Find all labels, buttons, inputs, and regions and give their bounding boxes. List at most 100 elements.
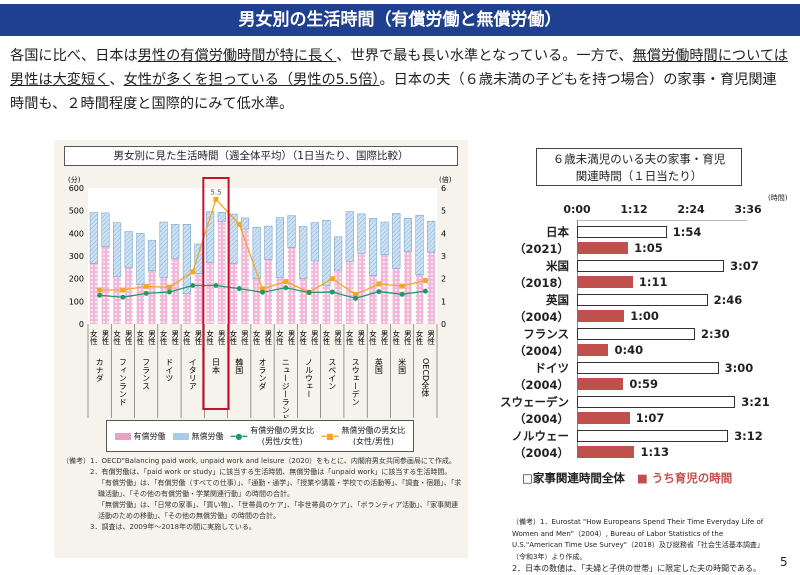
country-row: 米国 （2018） 3:07 1:11 bbox=[490, 258, 790, 290]
paid-bar bbox=[90, 263, 98, 324]
paid-bar bbox=[148, 270, 156, 324]
sex-label: 男性 bbox=[310, 330, 319, 346]
sex-label: 男性 bbox=[194, 330, 203, 346]
sex-label: 女性 bbox=[252, 329, 261, 346]
unpaid-ratio-point bbox=[236, 221, 242, 227]
paid-ratio-point bbox=[422, 288, 428, 294]
y2-tick: 3 bbox=[441, 252, 446, 261]
paid-bar bbox=[369, 275, 377, 324]
survey-year: （2021） bbox=[513, 242, 569, 256]
total-label: 3:07 bbox=[730, 259, 759, 273]
legend-paid: 有償労働 bbox=[114, 431, 166, 442]
sex-label: 男性 bbox=[101, 330, 110, 346]
unpaid-bar bbox=[310, 222, 319, 262]
unpaid-ratio-point bbox=[329, 276, 335, 282]
paid-ratio-point bbox=[97, 292, 103, 298]
y2-tick: 5 bbox=[441, 207, 446, 216]
unpaid-bar bbox=[334, 236, 343, 271]
sex-label: 女性 bbox=[392, 329, 401, 346]
total-label: 3:00 bbox=[724, 361, 754, 375]
total-bar bbox=[577, 260, 725, 272]
unpaid-bar bbox=[89, 212, 98, 264]
unpaid-bar bbox=[252, 226, 261, 279]
green-line-icon: ━●━ bbox=[230, 431, 248, 441]
unpaid-bar bbox=[101, 212, 110, 247]
unpaid-bar bbox=[427, 221, 436, 253]
survey-year: （2004） bbox=[513, 378, 569, 392]
country-label: ニュージーランド bbox=[281, 358, 290, 418]
y-tick: 500 bbox=[69, 207, 84, 216]
paid-ratio-point bbox=[283, 285, 289, 291]
unpaid-ratio-point bbox=[190, 269, 196, 275]
legend-child: ■ うち育児の時間 bbox=[637, 470, 732, 486]
child-bar bbox=[577, 446, 635, 458]
paid-bar bbox=[136, 284, 145, 324]
country-label: OECD全体 bbox=[421, 358, 430, 398]
paid-bar bbox=[299, 278, 308, 324]
paid-bar bbox=[171, 258, 180, 324]
unpaid-bar bbox=[194, 243, 203, 274]
unpaid-bar bbox=[380, 221, 389, 255]
y-tick: 200 bbox=[69, 275, 84, 284]
lead-part: 。日本の夫（６歳未満の子どもを持つ場合）の家事・育児関連時間も、２時間程度と国際… bbox=[10, 72, 777, 112]
paid-bar bbox=[334, 270, 342, 324]
child-bar bbox=[577, 242, 629, 254]
paid-bar bbox=[241, 229, 249, 324]
sex-label: 女性 bbox=[89, 329, 98, 346]
unpaid-bar bbox=[392, 213, 401, 269]
unpaid-bar bbox=[368, 218, 378, 276]
paid-bar bbox=[404, 251, 412, 324]
country-label: スウェーデン bbox=[351, 358, 360, 406]
lead-emphasis: 男性の有償労働時間が特に長く bbox=[137, 48, 337, 64]
child-label: 1:00 bbox=[630, 309, 659, 323]
paid-bar bbox=[415, 274, 424, 324]
unpaid-ratio-point bbox=[422, 277, 428, 283]
sex-label: 女性 bbox=[415, 329, 424, 346]
legend-unpaid: 無償労働 bbox=[172, 431, 224, 442]
unpaid-bar bbox=[171, 224, 180, 259]
lead-emphasis: 女性が多くを担っている（男性の5.5倍） bbox=[123, 72, 380, 88]
total-label: 1:54 bbox=[672, 225, 702, 239]
country-label: イタリア bbox=[188, 358, 197, 390]
paid-ratio-point bbox=[120, 294, 126, 300]
unpaid-ratio-point bbox=[376, 281, 382, 287]
unpaid-bar bbox=[299, 226, 308, 279]
unpaid-bar bbox=[415, 214, 424, 275]
paid-ratio-point bbox=[376, 289, 382, 295]
paid-bar bbox=[206, 262, 214, 324]
paid-bar bbox=[392, 268, 401, 324]
country-label: フィンランド bbox=[118, 358, 127, 406]
survey-year: （2004） bbox=[513, 412, 569, 426]
unpaid-bar bbox=[136, 233, 145, 285]
note: 「無償労働」は、「日常の家事」、「買い物」、「世帯員のケア」、「非世帯員のケア」… bbox=[98, 501, 459, 520]
paid-bar bbox=[345, 261, 354, 324]
paid-bar bbox=[217, 221, 226, 324]
country-label: カナダ bbox=[95, 358, 104, 382]
unpaid-bar bbox=[159, 221, 168, 278]
right-chart-title: ６歳未満児のいる夫の家事・育児 関連時間（１日当たり） bbox=[536, 148, 742, 186]
sex-label: 女性 bbox=[275, 329, 284, 346]
sex-label: 男性 bbox=[124, 330, 133, 346]
unpaid-bar bbox=[206, 211, 215, 263]
paid-ratio-point bbox=[399, 291, 405, 297]
sex-label: 男性 bbox=[264, 330, 273, 346]
paid-swatch bbox=[114, 432, 131, 440]
paid-bar bbox=[194, 273, 203, 324]
child-bar bbox=[577, 276, 633, 288]
japan-highlight bbox=[202, 177, 230, 410]
unpaid-ratio-point bbox=[353, 292, 359, 298]
sex-label: 女性 bbox=[229, 329, 238, 346]
child-bar bbox=[577, 378, 624, 390]
plot-area bbox=[88, 188, 437, 324]
note: 3．調査は、2009年～2018年の間に実施している。 bbox=[90, 523, 256, 531]
legend-label: 有償労働の男女比 (男性/女性) bbox=[250, 426, 315, 446]
paid-bar bbox=[113, 276, 121, 324]
legend-paid-ratio: ━●━ 有償労働の男女比 (男性/女性) bbox=[231, 425, 315, 447]
note: （備考）1．Eurostat "How Europeans Spend Thei… bbox=[512, 518, 764, 561]
right-chart-legend: □家事関連時間全体 ■ うち育児の時間 bbox=[522, 470, 732, 486]
sex-label: 男性 bbox=[426, 330, 435, 346]
paid-bar bbox=[252, 278, 261, 324]
child-label: 1:05 bbox=[634, 241, 663, 255]
y2-tick: 0 bbox=[441, 320, 446, 329]
